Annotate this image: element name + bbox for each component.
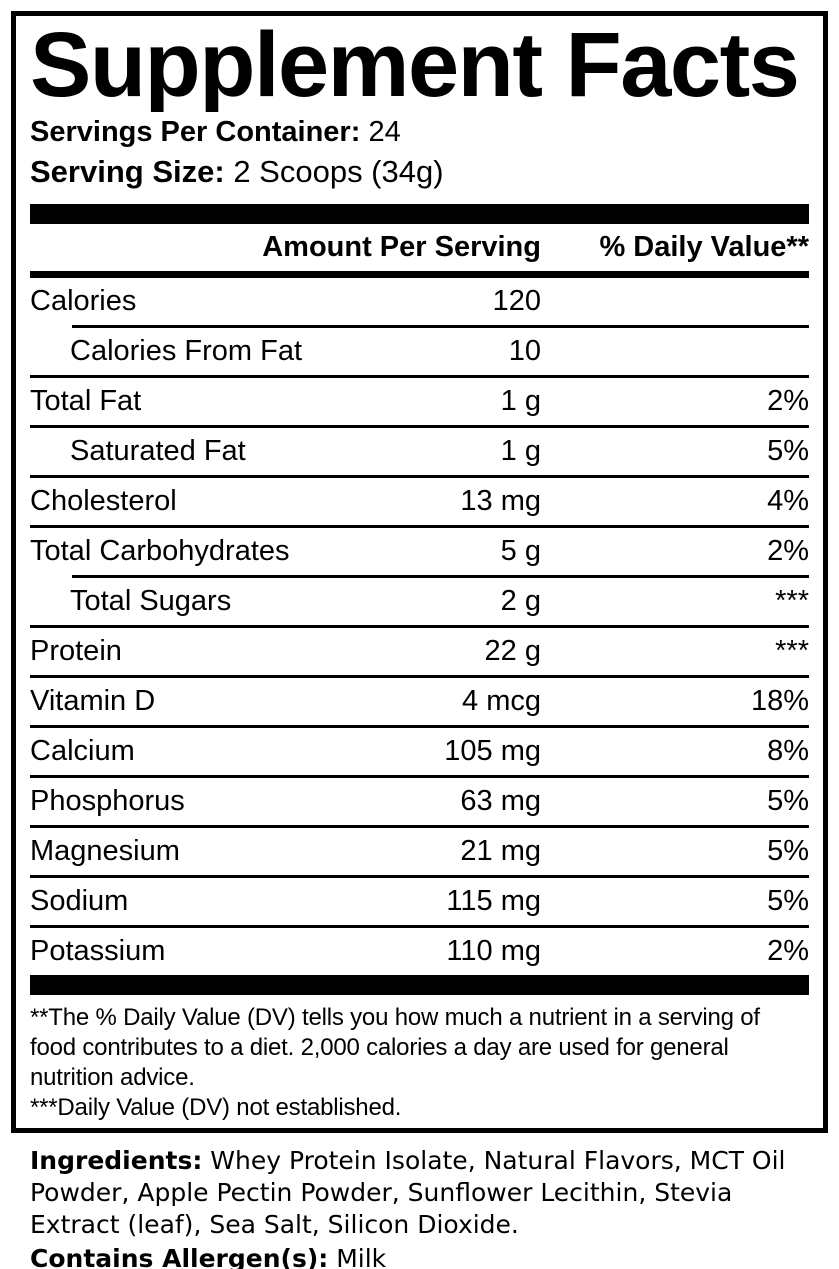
row-separator — [30, 425, 809, 428]
serving-size-value: 2 Scoops (34g) — [233, 154, 444, 189]
row-separator — [30, 525, 809, 528]
nutrient-table: Calories 120 Calories From Fat 10 Total Fat 1… — [30, 278, 809, 975]
nutrient-name: Saturated Fat — [70, 435, 246, 467]
not-established-footnote: ***Daily Value (DV) not established. — [30, 1094, 402, 1121]
servings-per-container-label: Servings Per Container: — [30, 116, 361, 148]
nutrient-name: Calories From Fat — [70, 335, 303, 367]
nutrient-amount: 110 mg — [446, 935, 541, 967]
nutrient-amount: 120 — [492, 285, 541, 317]
nutrient-amount: 115 mg — [446, 885, 541, 917]
daily-value-footnote: **The % Daily Value (DV) tells you how m… — [30, 1004, 760, 1091]
nutrient-name: Magnesium — [30, 835, 180, 867]
nutrient-amount: 10 — [508, 335, 541, 367]
table-row: Phosphorus 63 mg 5% — [30, 778, 809, 825]
nutrient-amount: 63 mg — [460, 785, 541, 817]
table-header-row: Amount Per Serving % Daily Value** — [30, 224, 809, 271]
table-row: Total Sugars 2 g *** — [30, 578, 809, 625]
nutrient-name: Calcium — [30, 735, 135, 767]
table-row: Calories From Fat 10 — [30, 328, 809, 375]
nutrient-name: Total Carbohydrates — [30, 535, 290, 567]
nutrient-name: Calories — [30, 285, 137, 317]
daily-value-header: % Daily Value** — [599, 231, 809, 263]
table-row: Total Fat 1 g 2% — [30, 378, 809, 425]
ingredients-line: Ingredients: Whey Protein Isolate, Natur… — [30, 1145, 818, 1241]
separator-bar-top — [30, 204, 809, 224]
nutrient-daily-value: 5% — [767, 885, 809, 917]
row-separator — [30, 875, 809, 878]
nutrient-name: Total Fat — [30, 385, 142, 417]
nutrient-amount: 5 g — [500, 535, 541, 567]
separator-bar-bottom — [30, 975, 809, 995]
serving-size-line: Serving Size: 2 Scoops (34g) — [30, 152, 809, 191]
row-separator — [30, 775, 809, 778]
allergen-value: Milk — [336, 1244, 387, 1269]
table-row: Saturated Fat 1 g 5% — [30, 428, 809, 475]
table-row: Vitamin D 4 mcg 18% — [30, 678, 809, 725]
nutrient-name: Phosphorus — [30, 785, 185, 817]
nutrient-daily-value: *** — [775, 635, 809, 667]
nutrient-daily-value: 2% — [767, 935, 809, 967]
row-separator — [30, 725, 809, 728]
table-row: Sodium 115 mg 5% — [30, 878, 809, 925]
table-row: Protein 22 g *** — [30, 628, 809, 675]
nutrient-name: Vitamin D — [30, 685, 156, 717]
nutrient-amount: 1 g — [500, 385, 541, 417]
row-separator — [30, 625, 809, 628]
table-row: Magnesium 21 mg 5% — [30, 828, 809, 875]
nutrient-daily-value: 2% — [767, 535, 809, 567]
row-separator — [72, 575, 809, 578]
panel-title: Supplement Facts — [30, 18, 800, 112]
nutrient-amount: 105 mg — [444, 735, 541, 767]
nutrient-daily-value: 2% — [767, 385, 809, 417]
nutrient-name: Protein — [30, 635, 122, 667]
serving-size-label: Serving Size: — [30, 154, 225, 189]
nutrient-daily-value: 5% — [767, 435, 809, 467]
nutrient-daily-value: 4% — [767, 485, 809, 517]
nutrient-daily-value: *** — [775, 585, 809, 617]
ingredients-section: Ingredients: Whey Protein Isolate, Natur… — [11, 1145, 828, 1269]
row-separator — [30, 925, 809, 928]
nutrient-name: Total Sugars — [70, 585, 232, 617]
table-row: Total Carbohydrates 5 g 2% — [30, 528, 809, 575]
nutrient-amount: 2 g — [500, 585, 541, 617]
nutrient-daily-value: 18% — [750, 685, 809, 717]
row-separator — [30, 475, 809, 478]
nutrient-name: Sodium — [30, 885, 129, 917]
nutrient-daily-value: 5% — [767, 835, 809, 867]
header-rule — [30, 271, 809, 278]
ingredients-value: Whey Protein Isolate, Natural Flavors, M… — [30, 1146, 786, 1239]
servings-per-container-value: 24 — [368, 116, 401, 148]
row-separator — [30, 375, 809, 378]
allergen-line: Contains Allergen(s): Milk — [30, 1243, 818, 1269]
row-separator — [30, 825, 809, 828]
nutrient-daily-value: 5% — [767, 785, 809, 817]
allergen-label: Contains Allergen(s): — [30, 1244, 329, 1269]
nutrient-amount: 22 g — [484, 635, 541, 667]
footnotes-section: **The % Daily Value (DV) tells you how m… — [30, 1003, 809, 1123]
row-separator — [30, 675, 809, 678]
supplement-facts-panel: Supplement Facts Servings Per Container:… — [11, 11, 828, 1133]
nutrient-amount: 21 mg — [460, 835, 541, 867]
table-row: Calories 120 — [30, 278, 809, 325]
table-row: Cholesterol 13 mg 4% — [30, 478, 809, 525]
row-separator — [72, 325, 809, 328]
table-row: Calcium 105 mg 8% — [30, 728, 809, 775]
nutrient-amount: 4 mcg — [462, 685, 541, 717]
nutrient-amount: 1 g — [500, 435, 541, 467]
nutrient-name: Potassium — [30, 935, 166, 967]
nutrient-amount: 13 mg — [460, 485, 541, 517]
nutrient-daily-value: 8% — [767, 735, 809, 767]
table-row: Potassium 110 mg 2% — [30, 928, 809, 975]
ingredients-label: Ingredients: — [30, 1146, 203, 1175]
amount-per-serving-header: Amount Per Serving — [262, 231, 541, 263]
servings-per-container-line: Servings Per Container: 24 — [30, 114, 809, 150]
nutrient-name: Cholesterol — [30, 485, 177, 517]
